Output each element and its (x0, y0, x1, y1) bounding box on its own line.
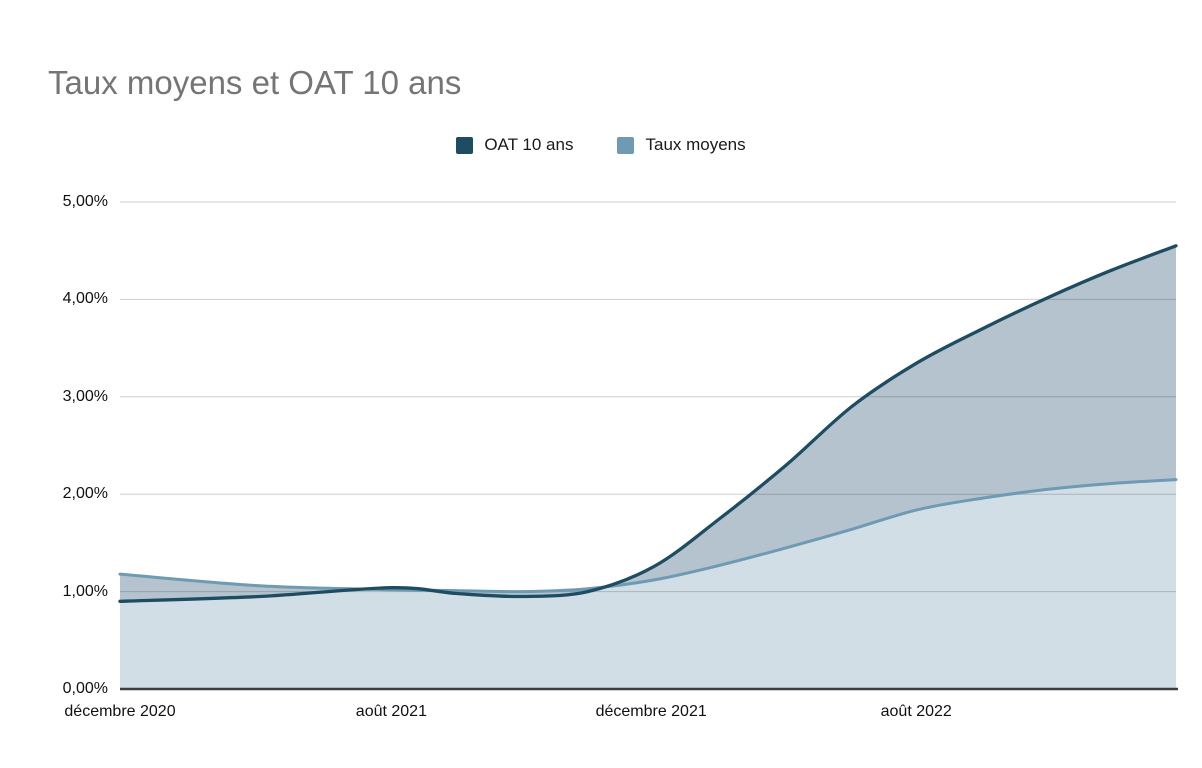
legend-swatch-oat-icon (456, 136, 474, 154)
series-line-oat-10-ans (118, 244, 1178, 603)
legend-swatch-taux-icon (617, 136, 635, 154)
area-band-between-series (120, 245, 1176, 602)
legend-item-oat: OAT 10 ans (456, 135, 573, 155)
area-fill-taux (120, 479, 1176, 689)
legend-label-taux: Taux moyens (645, 135, 746, 154)
legend: OAT 10 ans Taux moyens (0, 135, 1202, 155)
legend-item-taux: Taux moyens (617, 135, 746, 155)
legend-label-oat: OAT 10 ans (484, 135, 574, 154)
series-line-taux-moyens (118, 478, 1178, 594)
chart-title: Taux moyens et OAT 10 ans (48, 64, 462, 101)
